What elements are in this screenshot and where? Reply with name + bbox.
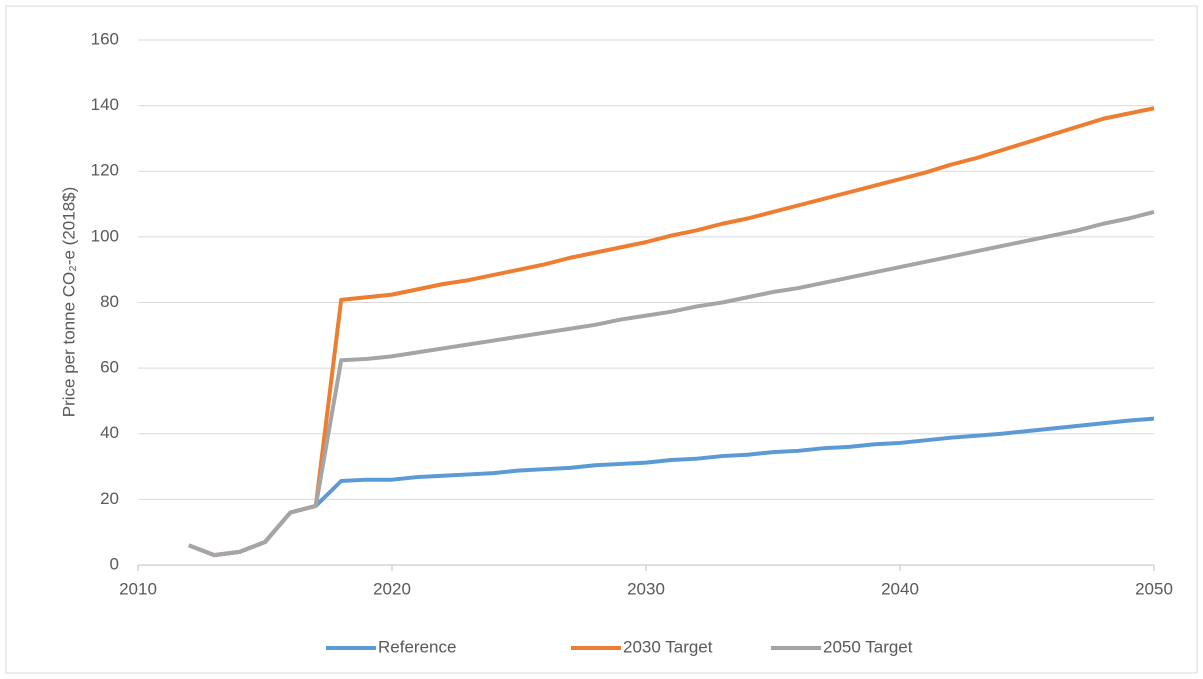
y-tick-label: 20: [100, 489, 119, 508]
data-line: [188, 416, 1155, 558]
x-tick-label: 2050: [1135, 579, 1173, 598]
y-tick-label: 140: [91, 95, 119, 114]
y-axis-label: Price per tonne CO₂-e (2018$): [59, 187, 78, 418]
legend-label: Reference: [378, 637, 456, 656]
y-tick-label: 0: [110, 554, 119, 573]
y-tick-label: 40: [100, 423, 119, 442]
x-tick-label: 2010: [119, 579, 157, 598]
y-tick-label: 120: [91, 161, 119, 180]
y-tick-label: 160: [91, 29, 119, 48]
x-tick-label: 2040: [881, 579, 919, 598]
y-tick-label: 60: [100, 358, 119, 377]
x-tick-label: 2020: [373, 579, 411, 598]
y-tick-label: 80: [100, 292, 119, 311]
legend-label: 2050 Target: [823, 637, 913, 656]
data-line: [188, 210, 1155, 558]
chart-frame: [5, 5, 1198, 674]
legend-label: 2030 Target: [623, 637, 713, 656]
data-line: [188, 106, 1155, 558]
y-tick-label: 100: [91, 226, 119, 245]
x-tick-label: 2030: [627, 579, 665, 598]
